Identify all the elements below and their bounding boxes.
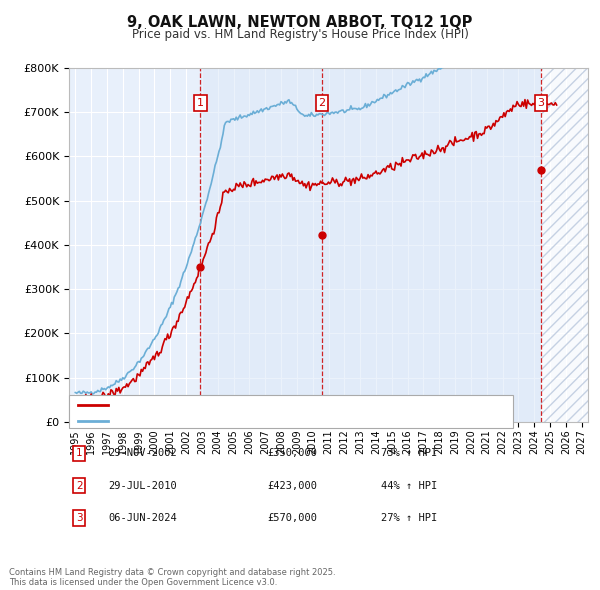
Text: 73% ↑ HPI: 73% ↑ HPI <box>381 448 437 458</box>
Text: Price paid vs. HM Land Registry's House Price Index (HPI): Price paid vs. HM Land Registry's House … <box>131 28 469 41</box>
Text: 1: 1 <box>76 448 83 458</box>
Text: 3: 3 <box>538 99 545 108</box>
Text: 29-JUL-2010: 29-JUL-2010 <box>108 481 177 490</box>
Bar <box>200 68 541 422</box>
Text: 9, OAK LAWN, NEWTON ABBOT, TQ12 1QP (detached house): 9, OAK LAWN, NEWTON ABBOT, TQ12 1QP (det… <box>114 400 429 410</box>
Text: 1: 1 <box>197 99 204 108</box>
Text: HPI: Average price, detached house, Teignbridge: HPI: Average price, detached house, Teig… <box>114 415 368 425</box>
Text: 9, OAK LAWN, NEWTON ABBOT, TQ12 1QP: 9, OAK LAWN, NEWTON ABBOT, TQ12 1QP <box>127 15 473 30</box>
Text: 3: 3 <box>76 513 83 523</box>
Text: 06-JUN-2024: 06-JUN-2024 <box>108 513 177 523</box>
Text: 29-NOV-2002: 29-NOV-2002 <box>108 448 177 458</box>
Text: £570,000: £570,000 <box>267 513 317 523</box>
Text: £350,000: £350,000 <box>267 448 317 458</box>
Text: Contains HM Land Registry data © Crown copyright and database right 2025.
This d: Contains HM Land Registry data © Crown c… <box>9 568 335 587</box>
Text: 2: 2 <box>76 481 83 490</box>
Text: £423,000: £423,000 <box>267 481 317 490</box>
Text: 44% ↑ HPI: 44% ↑ HPI <box>381 481 437 490</box>
Text: 27% ↑ HPI: 27% ↑ HPI <box>381 513 437 523</box>
Text: 2: 2 <box>318 99 325 108</box>
